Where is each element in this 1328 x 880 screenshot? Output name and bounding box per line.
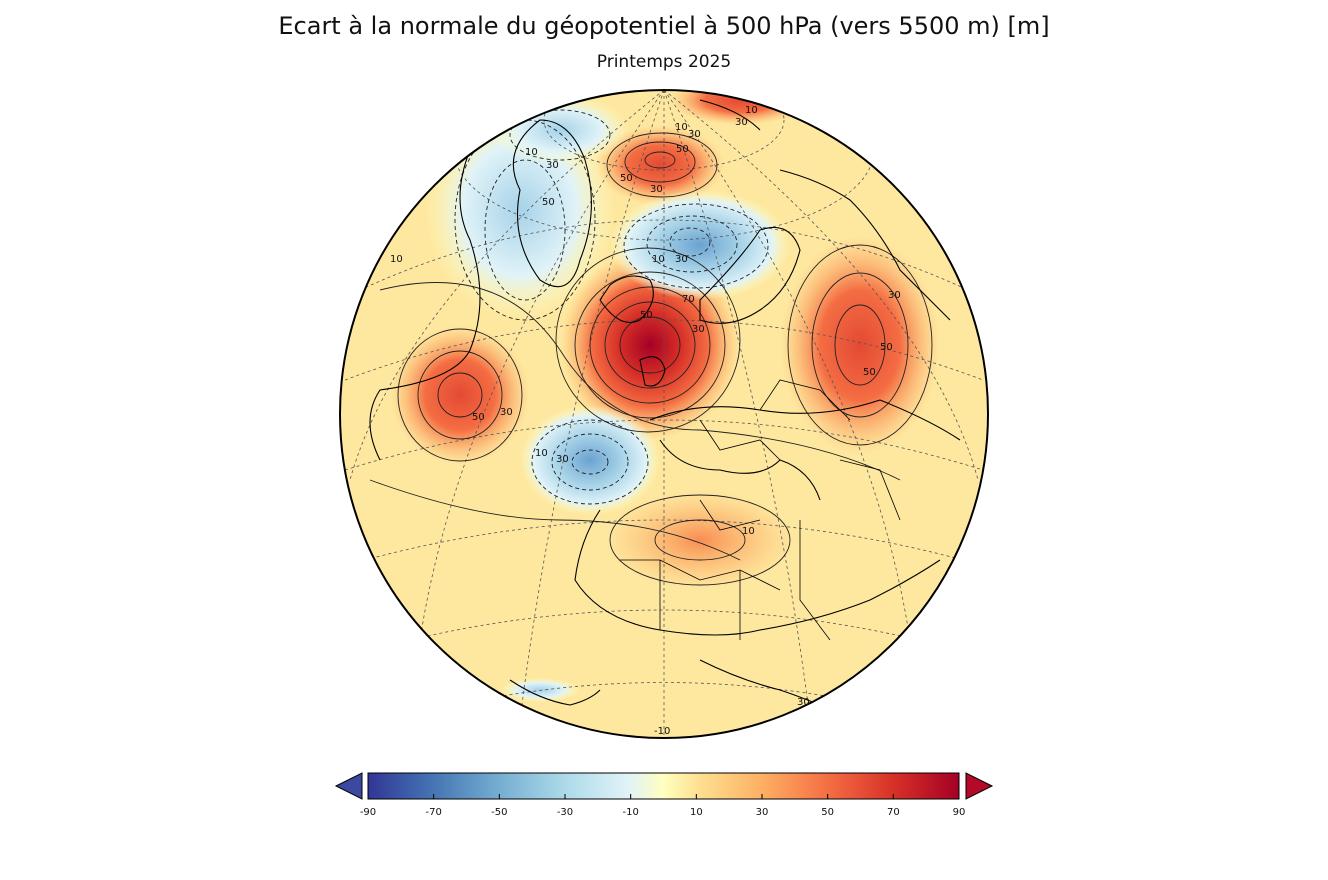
map-title: Ecart à la normale du géopotentiel à 500… xyxy=(278,12,1050,40)
contour-label: 50 xyxy=(880,342,893,353)
contour-label: 10 xyxy=(390,254,403,265)
anomaly-positive-arctic xyxy=(595,125,725,205)
coastlines xyxy=(369,99,961,711)
globe-outline xyxy=(339,89,989,739)
colorbar-tick-label: -70 xyxy=(425,807,441,818)
contour-label: 50 xyxy=(542,197,555,208)
contour-label: 10 xyxy=(675,122,688,133)
colorbar-gradient xyxy=(367,772,960,800)
globe xyxy=(340,90,988,738)
contour-label: 70 xyxy=(682,294,695,305)
contour-label: 10 xyxy=(742,526,755,537)
contours xyxy=(369,132,933,586)
contour-label: 30 xyxy=(735,117,748,128)
contour-label: 30 xyxy=(500,407,513,418)
contour-label: 30 xyxy=(692,324,705,335)
contour-label: 30 xyxy=(888,290,901,301)
map-subtitle: Printemps 2025 xyxy=(596,52,732,72)
colorbar-tick-label: -90 xyxy=(360,807,376,818)
anomaly-negative-canada xyxy=(490,95,630,165)
contour-label: 10 xyxy=(525,147,538,158)
contour-label: 50 xyxy=(676,144,689,155)
contours-negative xyxy=(454,109,769,505)
colorbar-tick-label: -10 xyxy=(622,807,638,818)
colorbar-high-extend-arrow xyxy=(965,772,994,800)
colorbar: -90 -70 -50 -30 -10 10 30 50 70 90 xyxy=(334,772,994,818)
contour-label: -10 xyxy=(654,726,670,737)
anomaly-negative-south xyxy=(500,678,580,702)
contour-label: 50 xyxy=(863,367,876,378)
anomaly-negative-azores xyxy=(520,405,660,515)
contour-label: 30 xyxy=(675,254,688,265)
colorbar-tick-label: -50 xyxy=(491,807,507,818)
contour-label: 30 xyxy=(546,160,559,171)
colorbar-tick-label: -30 xyxy=(557,807,573,818)
colorbar-tick-label: 10 xyxy=(690,807,703,818)
contour-label: 50 xyxy=(640,310,653,321)
anomaly-positive-sahara xyxy=(605,490,795,590)
colorbar-low-extend-arrow xyxy=(334,772,363,800)
colorbar-tick-label: 30 xyxy=(756,807,769,818)
contour-label: 50 xyxy=(472,412,485,423)
contour-label: 50 xyxy=(620,173,633,184)
colorbar-tick-label: 50 xyxy=(821,807,834,818)
contour-label: 30 xyxy=(688,129,701,140)
colorbar-tick-label: 90 xyxy=(953,807,966,818)
colorbar-tick-label: 70 xyxy=(887,807,900,818)
contour-label: 10 xyxy=(652,254,665,265)
colorbar-ticks: -90 -70 -50 -30 -10 10 30 50 70 90 xyxy=(360,794,966,818)
anomaly-positive-russia xyxy=(780,235,940,455)
country-borders xyxy=(620,379,901,641)
anomaly-negative-barents xyxy=(610,190,790,300)
contour-label: 30 xyxy=(556,454,569,465)
contour-label: 30 xyxy=(650,184,663,195)
contour-label: 10 xyxy=(535,448,548,459)
anomaly-positive-atlantic xyxy=(390,325,530,465)
contour-label: 30 xyxy=(797,697,810,708)
contour-label: 10 xyxy=(745,105,758,116)
contour-labels: 10 30 50 10 30 50 30 50 10 30 50 30 10 7… xyxy=(390,105,901,737)
